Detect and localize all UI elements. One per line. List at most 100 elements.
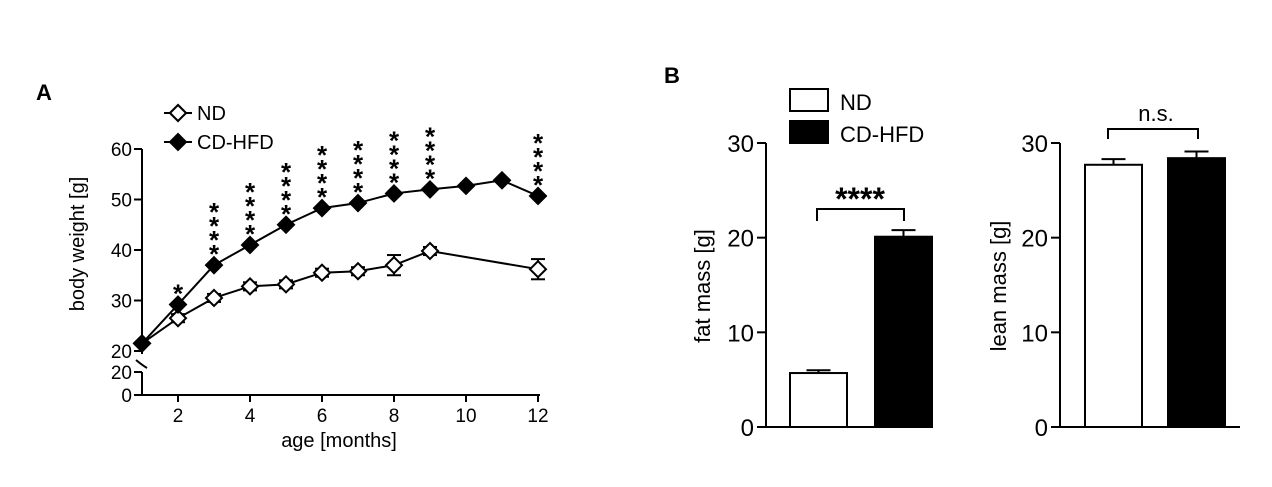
a-point-cdhfd (420, 179, 440, 199)
a-significance-star: * (353, 135, 364, 165)
a-significance-star: * (245, 177, 256, 207)
a-significance-star: * (353, 177, 364, 207)
panel-a-line-chart: age [months] body weight [g] ND CD-HFD 2… (67, 103, 549, 452)
b2-significance-bracket (1107, 128, 1199, 139)
a-x-tick-label: 6 (317, 406, 328, 427)
a-point-cdhfd (312, 198, 332, 218)
a-significance-star: * (317, 154, 328, 184)
b1-y-tick-label: 20 (727, 226, 754, 253)
a-x-tick-label: 8 (389, 406, 400, 427)
a-significance-star: * (389, 125, 400, 155)
a-significance-star: * (209, 239, 220, 269)
a-point-nd (204, 288, 224, 308)
a-significance-star: * (209, 197, 220, 227)
b-legend-swatch-nd (789, 88, 829, 112)
a-point-nd (348, 261, 368, 281)
b2-y-tick-label: 30 (1021, 131, 1048, 158)
b1-significance: **** (835, 181, 885, 217)
a-significance-star: * (245, 219, 256, 249)
b1-y-tick-label: 0 (741, 415, 754, 442)
panel-b-lean-mass-chart: lean mass [g] n.s. 0 10 20 30 (986, 101, 1240, 442)
a-significance-star: * (281, 185, 292, 215)
b1-bar-cdhfd (874, 235, 933, 428)
b1-bar-nd (789, 372, 848, 429)
a-significance-star: * (209, 225, 220, 255)
b2-bar-nd (1084, 163, 1143, 428)
a-point-nd (312, 263, 332, 283)
a-significance-star: * (425, 149, 436, 179)
panel-label-a: A (36, 80, 52, 105)
b-legend-label-cdhfd: CD-HFD (840, 122, 924, 147)
a-point-cdhfd (528, 186, 548, 206)
b1-y-tick-label: 30 (727, 131, 754, 158)
a-significance-star: * (425, 135, 436, 165)
a-y-tick-label: 50 (111, 191, 132, 212)
a-x-tick-label: 10 (455, 406, 476, 427)
a-x-tick-label: 4 (245, 406, 256, 427)
a-significance-star: * (209, 211, 220, 241)
a-significance-star: * (317, 168, 328, 198)
b2-bar-cdhfd (1167, 157, 1226, 428)
a-significance-star: * (173, 279, 184, 309)
a-significance-star: * (389, 153, 400, 183)
a-significance-star: * (245, 191, 256, 221)
a-significance-star: * (533, 142, 544, 172)
a-significance-star: * (425, 121, 436, 151)
a-legend-marker-cdhfd (168, 132, 188, 152)
a-x-axis-label: age [months] (281, 430, 397, 452)
a-y-tick-label: 60 (111, 140, 132, 161)
b1-y-axis-label: fat mass [g] (690, 229, 715, 343)
a-point-cdhfd (348, 193, 368, 213)
a-y-tick-label-lower: 20 (111, 363, 132, 384)
a-point-cdhfd (492, 170, 512, 190)
a-significance-star: * (281, 199, 292, 229)
a-significance-star: * (281, 171, 292, 201)
a-series-line-cdhfd (141, 179, 539, 345)
a-point-nd (276, 274, 296, 294)
a-x-tick-label: 12 (527, 406, 548, 427)
a-significance-star: * (389, 167, 400, 197)
a-point-nd (528, 259, 548, 279)
a-legend-label-nd: ND (197, 103, 226, 125)
a-point-cdhfd (204, 255, 224, 275)
a-significance-star: * (353, 149, 364, 179)
a-point-cdhfd (456, 176, 476, 196)
a-y-tick-label: 20 (111, 342, 132, 363)
panel-b-fat-mass-chart: fat mass [g] **** 0 10 20 30 (690, 131, 933, 442)
b2-y-tick-label: 10 (1021, 320, 1048, 347)
a-significance-star: * (245, 205, 256, 235)
b-legend-swatch-cdhfd (789, 120, 829, 144)
a-significance-star: * (317, 140, 328, 170)
a-significance-star: * (533, 128, 544, 158)
a-significance-star: * (389, 139, 400, 169)
b-legend-label-nd: ND (840, 90, 872, 115)
a-y-axis-label: body weight [g] (67, 177, 89, 312)
a-significance-star: * (281, 157, 292, 187)
a-point-cdhfd (132, 334, 152, 353)
a-y-tick-label: 40 (111, 241, 132, 262)
panel-label-b: B (664, 63, 680, 88)
a-significance-star: * (317, 182, 328, 212)
a-x-tick-label: 2 (173, 406, 184, 427)
a-legend-label-cdhfd: CD-HFD (197, 132, 274, 154)
a-point-nd (240, 276, 260, 296)
a-point-cdhfd (168, 295, 188, 314)
a-significance-star: * (425, 163, 436, 193)
a-significance-star: * (353, 163, 364, 193)
a-y-tick-label: 30 (111, 292, 132, 313)
a-point-nd (384, 255, 404, 275)
b1-y-tick-label: 10 (727, 320, 754, 347)
b2-y-tick-label: 0 (1035, 415, 1048, 442)
b2-y-tick-label: 20 (1021, 226, 1048, 253)
a-significance-star: * (533, 156, 544, 186)
a-point-cdhfd (240, 235, 260, 255)
b2-y-axis-label: lean mass [g] (986, 221, 1011, 352)
a-point-cdhfd (276, 215, 296, 235)
a-point-nd (420, 241, 440, 261)
a-y-tick-label-lower: 0 (121, 386, 132, 407)
a-point-nd (168, 308, 188, 328)
b1-significance-bracket (816, 208, 905, 221)
a-legend-marker-nd-front (168, 103, 188, 123)
a-series-line-nd (141, 249, 539, 345)
